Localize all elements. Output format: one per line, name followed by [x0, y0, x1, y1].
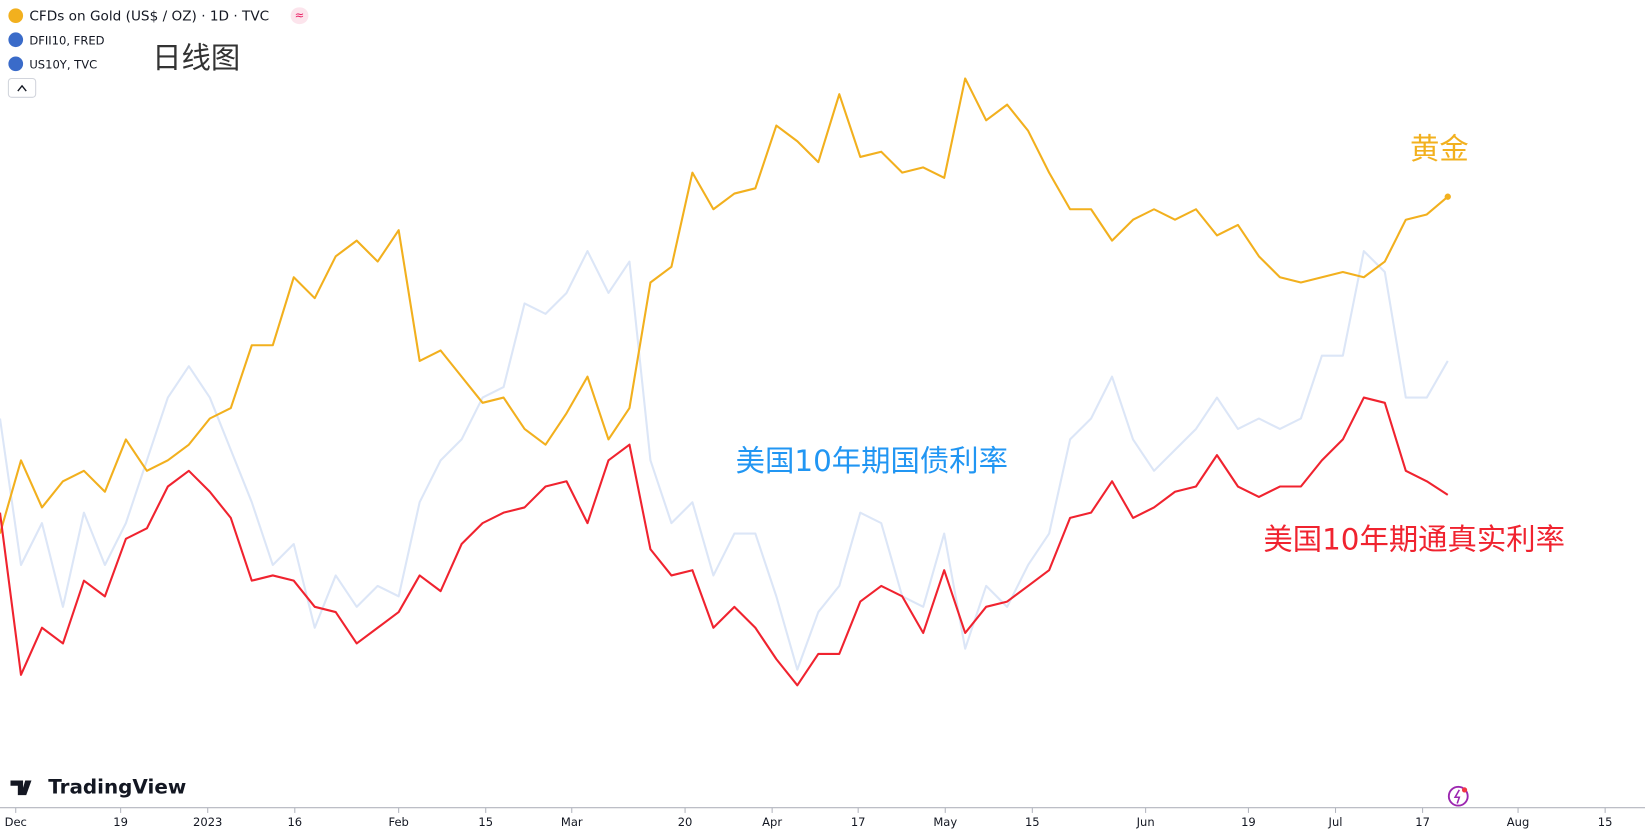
x-tick-label: Jun — [1136, 815, 1155, 829]
x-tick-label: Feb — [388, 815, 408, 829]
annotation: 美国10年期通真实利率 — [1263, 522, 1565, 556]
annotation: 黄金 — [1410, 132, 1469, 166]
x-tick-label: May — [933, 815, 957, 829]
x-tick-label: 20 — [678, 815, 693, 829]
x-tick-label: 15 — [1025, 815, 1040, 829]
x-tick-label: 15 — [478, 815, 493, 829]
x-tick-label: 17 — [1415, 815, 1430, 829]
flag-icon — [8, 56, 24, 72]
lightning-button[interactable] — [1447, 785, 1469, 807]
collapse-button[interactable] — [7, 77, 37, 98]
x-tick-label: 17 — [851, 815, 866, 829]
brand-logo — [10, 780, 32, 796]
x-tick-label: 15 — [1598, 815, 1613, 829]
x-tick-label: Aug — [1507, 815, 1530, 829]
legend-entry: DFII10, FRED — [29, 33, 104, 47]
plot — [0, 77, 1451, 687]
series-line — [0, 77, 1449, 534]
badge-icon: ≈ — [295, 8, 305, 22]
series-line — [0, 396, 1449, 687]
legend-entry: US10Y, TVC — [29, 57, 97, 71]
x-tick-label: 2023 — [193, 815, 222, 829]
subtitle: 日线图 — [152, 41, 240, 75]
legend-entry: CFDs on Gold (US$ / OZ) · 1D · TVC — [29, 9, 269, 25]
x-tick-label: Jul — [1328, 815, 1343, 829]
x-tick-label: Apr — [762, 815, 782, 829]
series-line — [0, 250, 1449, 671]
collapse-icon — [17, 84, 27, 92]
x-tick-label: 19 — [113, 815, 128, 829]
annotation: 美国10年期国债利率 — [736, 444, 1008, 478]
flag-icon — [8, 32, 24, 48]
brand: TradingView — [48, 775, 186, 798]
x-tick-label: Mar — [561, 815, 583, 829]
x-tick-label: 16 — [287, 815, 302, 829]
x-tick-label: Dec — [5, 815, 27, 829]
x-tick-label: 19 — [1241, 815, 1256, 829]
notification-dot — [1461, 787, 1468, 793]
badge[interactable] — [290, 7, 309, 25]
last-point — [1444, 193, 1451, 200]
gold-icon — [8, 8, 24, 24]
lightning-icon — [1453, 789, 1461, 804]
